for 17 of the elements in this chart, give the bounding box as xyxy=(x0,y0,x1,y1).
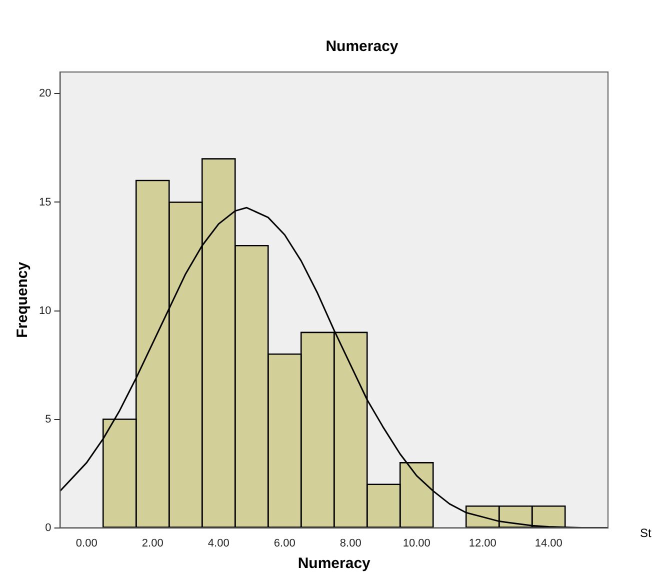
y-tick-label: 0 xyxy=(45,522,52,534)
x-tick-label: 4.00 xyxy=(208,537,230,550)
x-tick-label: 14.00 xyxy=(534,537,562,550)
y-tick-label: 15 xyxy=(38,196,52,208)
y-tick-label: 10 xyxy=(38,304,52,317)
y-tick-label: 5 xyxy=(45,413,52,426)
x-tick-label: 12.00 xyxy=(468,537,496,550)
x-tick-label: 6.00 xyxy=(274,537,296,550)
x-tick-label: 2.00 xyxy=(142,537,164,550)
y-tick-label: 20 xyxy=(38,88,52,100)
x-tick-label: 10.00 xyxy=(402,537,430,550)
chart-title: Numeracy xyxy=(324,38,400,55)
text: St xyxy=(640,526,652,540)
y-axis-title: Frequency xyxy=(14,261,32,338)
x-axis-title: Numeracy xyxy=(298,555,372,572)
x-tick-label: 0.00 xyxy=(76,537,98,550)
x-tick-label: 8.00 xyxy=(340,537,362,550)
